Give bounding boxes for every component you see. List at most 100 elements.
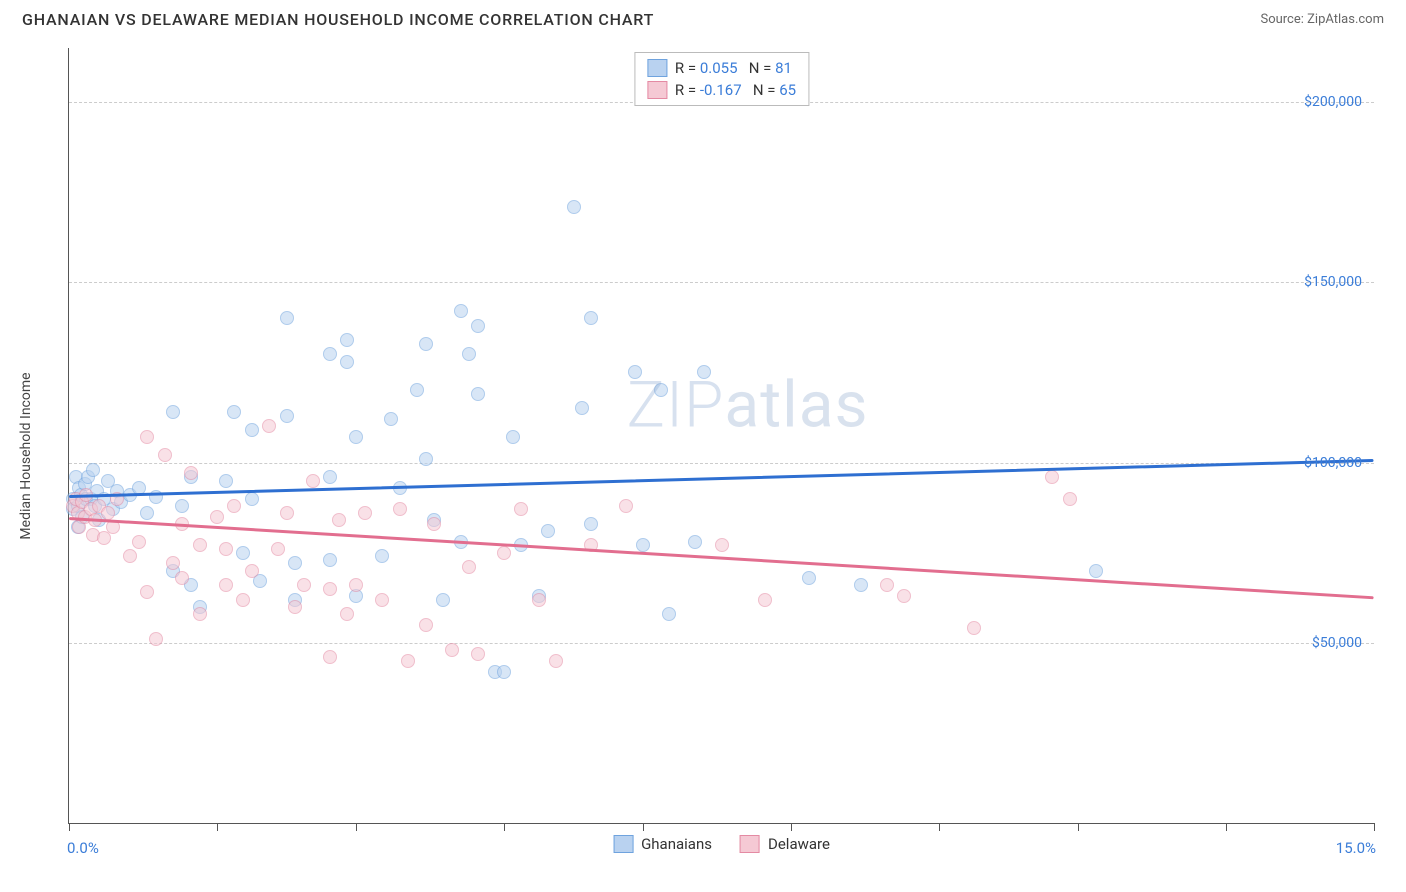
data-point xyxy=(636,538,650,552)
data-point xyxy=(427,517,441,531)
data-point xyxy=(506,430,520,444)
x-tick xyxy=(217,823,218,831)
data-point xyxy=(184,466,198,480)
data-point xyxy=(662,607,676,621)
data-point xyxy=(288,600,302,614)
data-point xyxy=(1045,470,1059,484)
data-point xyxy=(549,654,563,668)
data-point xyxy=(323,470,337,484)
data-point xyxy=(280,409,294,423)
x-tick xyxy=(643,823,644,831)
data-point xyxy=(245,492,259,506)
data-point xyxy=(149,632,163,646)
data-point xyxy=(854,578,868,592)
data-point xyxy=(349,430,363,444)
data-point xyxy=(140,430,154,444)
data-point xyxy=(332,513,346,527)
data-point xyxy=(419,452,433,466)
chart-title: GHANAIAN VS DELAWARE MEDIAN HOUSEHOLD IN… xyxy=(22,10,654,29)
data-point xyxy=(193,607,207,621)
data-point xyxy=(462,560,476,574)
data-point xyxy=(436,593,450,607)
data-point xyxy=(1089,564,1103,578)
y-tick-label: $200,000 xyxy=(1304,94,1362,110)
x-tick xyxy=(1078,823,1079,831)
plot-area: ZIPatlas R = 0.055 N = 81R = -0.167 N = … xyxy=(68,48,1374,824)
trend-line xyxy=(69,459,1374,498)
data-point xyxy=(393,502,407,516)
data-point xyxy=(158,448,172,462)
data-point xyxy=(471,387,485,401)
x-axis-max-label: 15.0% xyxy=(1336,839,1376,857)
data-point xyxy=(306,474,320,488)
data-point xyxy=(471,319,485,333)
data-point xyxy=(288,556,302,570)
data-point xyxy=(758,593,772,607)
data-point xyxy=(584,517,598,531)
data-point xyxy=(123,549,137,563)
x-tick xyxy=(1226,823,1227,831)
y-tick-label: $50,000 xyxy=(1312,635,1362,651)
data-point xyxy=(219,578,233,592)
gridline xyxy=(69,282,1374,283)
data-point xyxy=(340,333,354,347)
data-point xyxy=(297,578,311,592)
data-point xyxy=(584,311,598,325)
legend-item: Delaware xyxy=(740,835,830,853)
data-point xyxy=(323,582,337,596)
data-point xyxy=(236,546,250,560)
data-point xyxy=(358,506,372,520)
data-point xyxy=(471,647,485,661)
x-axis-min-label: 0.0% xyxy=(67,839,99,857)
gridline xyxy=(69,643,1374,644)
data-point xyxy=(445,643,459,657)
data-point xyxy=(514,502,528,516)
data-point xyxy=(219,474,233,488)
legend-swatch xyxy=(647,81,667,99)
data-point xyxy=(497,546,511,560)
source-label: Source: ZipAtlas.com xyxy=(1260,12,1384,27)
data-point xyxy=(86,463,100,477)
data-point xyxy=(175,499,189,513)
chart-container: Median Household Income ZIPatlas R = 0.0… xyxy=(20,40,1386,872)
data-point xyxy=(454,304,468,318)
y-axis-label: Median Household Income xyxy=(18,372,34,539)
x-tick xyxy=(356,823,357,831)
data-point xyxy=(323,650,337,664)
series-legend: GhanaiansDelaware xyxy=(613,835,830,853)
data-point xyxy=(497,665,511,679)
data-point xyxy=(384,412,398,426)
legend-swatch xyxy=(740,835,760,853)
legend-swatch xyxy=(647,59,667,77)
data-point xyxy=(245,423,259,437)
data-point xyxy=(1063,492,1077,506)
data-point xyxy=(897,589,911,603)
data-point xyxy=(375,549,389,563)
legend-label: Delaware xyxy=(768,835,830,853)
x-tick xyxy=(69,823,70,831)
data-point xyxy=(802,571,816,585)
data-point xyxy=(280,506,294,520)
legend-row: R = -0.167 N = 65 xyxy=(635,79,808,101)
data-point xyxy=(236,593,250,607)
data-point xyxy=(532,593,546,607)
data-point xyxy=(688,535,702,549)
data-point xyxy=(175,571,189,585)
x-tick xyxy=(1374,823,1375,831)
data-point xyxy=(375,593,389,607)
x-tick xyxy=(939,823,940,831)
data-point xyxy=(227,499,241,513)
data-point xyxy=(140,506,154,520)
data-point xyxy=(340,355,354,369)
data-point xyxy=(227,405,241,419)
x-tick xyxy=(504,823,505,831)
y-tick-label: $150,000 xyxy=(1304,274,1362,290)
data-point xyxy=(419,337,433,351)
data-point xyxy=(253,574,267,588)
data-point xyxy=(419,618,433,632)
data-point xyxy=(140,585,154,599)
data-point xyxy=(410,383,424,397)
x-tick xyxy=(791,823,792,831)
data-point xyxy=(166,556,180,570)
data-point xyxy=(349,578,363,592)
